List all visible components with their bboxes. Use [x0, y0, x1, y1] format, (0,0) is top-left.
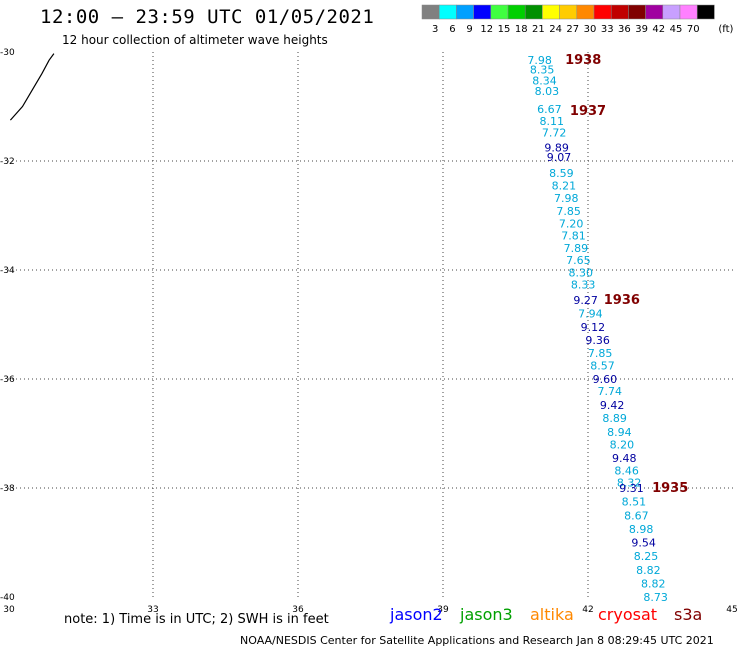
- map-title: 12:00 – 23:59 UTC 01/05/2021: [40, 6, 375, 28]
- legend-label: 30: [584, 24, 597, 35]
- lon-tick-label: 33: [147, 605, 158, 615]
- wave-height-value: 8.21: [552, 180, 577, 193]
- legend-label: 33: [601, 24, 614, 35]
- wave-height-value: 9.48: [612, 452, 637, 465]
- time-label: 1936: [604, 293, 640, 308]
- time-label: 1935: [652, 481, 688, 496]
- wave-height-value: 9.54: [631, 537, 656, 550]
- lon-tick-label: 36: [292, 605, 304, 615]
- legend-label: 6: [449, 24, 455, 35]
- lat-tick-label: -36: [0, 375, 15, 385]
- wave-height-value: 8.67: [624, 509, 649, 522]
- wave-height-value: 8.94: [607, 426, 632, 439]
- legend-label: 12: [480, 24, 493, 35]
- lon-tick-label: 42: [582, 605, 593, 615]
- legend-label: 24: [549, 24, 562, 35]
- wave-height-value: 7.85: [556, 205, 581, 218]
- legend-altika: altika: [530, 605, 574, 624]
- wave-height-value: 8.35: [530, 63, 555, 76]
- wave-height-value: 9.07: [547, 151, 572, 164]
- wave-height-value: 8.20: [610, 438, 635, 451]
- wave-height-value: 8.82: [636, 564, 661, 577]
- lon-tick-label: 30: [3, 605, 15, 615]
- lon-tick-label: 39: [437, 605, 449, 615]
- wave-height-value: 9.42: [600, 399, 625, 412]
- wave-height-value: 7.89: [564, 242, 589, 255]
- wave-height-value: 9.36: [585, 334, 610, 347]
- wave-height-value: 8.11: [540, 115, 565, 128]
- wave-height-value: 8.57: [590, 359, 615, 372]
- legend-jason3: jason3: [460, 605, 513, 624]
- wave-height-value: 8.73: [643, 591, 668, 604]
- legend-label: 42: [652, 24, 665, 35]
- legend-cryosat: cryosat: [598, 605, 658, 624]
- wave-height-value: 8.33: [571, 279, 596, 292]
- lat-tick-label: -32: [0, 157, 15, 167]
- wave-height-value: 9.12: [581, 321, 606, 334]
- legend-label: 39: [635, 24, 648, 35]
- wave-height-value: 7.72: [542, 127, 567, 140]
- legend-unit: (ft): [718, 24, 733, 35]
- wave-height-value: 8.89: [602, 412, 627, 425]
- wave-height-value: 9.27: [573, 294, 598, 307]
- wave-height-value: 8.98: [629, 523, 654, 536]
- footer-credit: NOAA/NESDIS Center for Satellite Applica…: [240, 634, 714, 647]
- wave-height-value: 7.98: [527, 54, 552, 67]
- lat-tick-label: -38: [0, 484, 15, 494]
- wave-height-value: 6.67: [537, 103, 562, 116]
- wave-height-value: 8.32: [617, 477, 642, 490]
- wave-height-value: 7.74: [598, 385, 623, 398]
- wave-height-value: 8.59: [549, 167, 574, 180]
- wave-height-value: 7.94: [578, 308, 603, 321]
- legend-s3a: s3a: [674, 605, 703, 624]
- legend-jason2: jason2: [390, 605, 443, 624]
- map-subtitle: 12 hour collection of altimeter wave hei…: [62, 33, 328, 47]
- wave-height-value: 8.03: [535, 85, 560, 98]
- legend-label: 9: [466, 24, 472, 35]
- wave-height-value: 7.98: [554, 192, 579, 205]
- wave-height-value: 7.65: [566, 254, 591, 267]
- wave-height-value: 7.81: [561, 230, 586, 243]
- wave-height-value: 9.60: [593, 373, 618, 386]
- legend-label: 45: [670, 24, 683, 35]
- lat-tick-label: -30: [0, 48, 15, 58]
- legend-swatch: [696, 4, 715, 20]
- legend-label: 27: [566, 24, 579, 35]
- wave-height-value: 7.85: [588, 347, 613, 360]
- legend-label: 36: [618, 24, 631, 35]
- wave-height-value: 8.46: [614, 465, 639, 478]
- wave-height-value: 9.31: [619, 482, 644, 495]
- wave-height-value: 9.89: [544, 141, 569, 154]
- lat-tick-label: -40: [0, 593, 15, 603]
- legend-label: 15: [498, 24, 511, 35]
- coastline: [9, 53, 55, 121]
- wave-height-value: 7.20: [559, 218, 584, 231]
- legend-label: 18: [515, 24, 528, 35]
- wave-height-value: 8.25: [634, 550, 659, 563]
- wave-height-value: 8.82: [641, 577, 666, 590]
- legend-label: 21: [532, 24, 545, 35]
- lon-tick-label: 45: [726, 605, 737, 615]
- color-legend: 3 6 9 12 15 18 21 24 27 30 33 36 39 42 45 70 (ft): [421, 4, 734, 35]
- wave-height-value: 8.51: [622, 496, 647, 509]
- time-label: 1938: [565, 53, 601, 68]
- wave-height-value: 8.34: [532, 74, 557, 87]
- time-label: 1937: [570, 104, 606, 119]
- lat-tick-label: -34: [0, 266, 15, 276]
- wave-height-value: 8.30: [569, 267, 594, 280]
- units-note: note: 1) Time is in UTC; 2) SWH is in fe…: [64, 612, 329, 627]
- legend-label: 3: [432, 24, 438, 35]
- legend-label: 70: [687, 24, 700, 35]
